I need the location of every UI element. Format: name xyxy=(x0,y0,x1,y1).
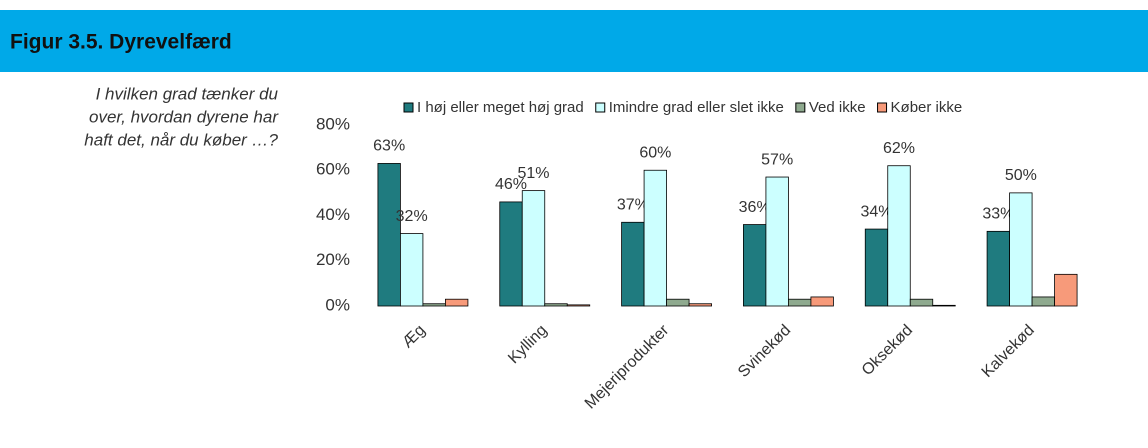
y-tick-label: 20% xyxy=(316,250,350,269)
bar xyxy=(932,304,956,307)
data-label: 60% xyxy=(639,144,671,161)
y-tick-label: 80% xyxy=(316,114,350,133)
legend-label: Køber ikke xyxy=(891,99,963,116)
data-label: 34% xyxy=(860,203,892,220)
bar xyxy=(864,228,889,307)
bar xyxy=(377,163,401,307)
bar xyxy=(1054,273,1078,307)
data-label: 46% xyxy=(495,176,527,193)
bar xyxy=(499,201,523,307)
legend-label: Imindre grad eller slet ikke xyxy=(609,99,784,116)
question-line: I hvilken grad tænker du xyxy=(96,84,279,103)
data-label: 62% xyxy=(883,140,915,157)
bar xyxy=(765,176,789,307)
question-line: over, hvordan dyrene har xyxy=(89,107,279,126)
bar xyxy=(743,224,767,307)
bar xyxy=(422,303,446,307)
legend-swatch xyxy=(403,102,414,113)
x-tick-label: Kylling xyxy=(505,322,550,367)
y-tick-label: 40% xyxy=(316,205,350,224)
data-label: 36% xyxy=(739,199,771,216)
question-line: haft det, når du køber …? xyxy=(84,130,278,149)
x-tick-label: Mejeriprodukter xyxy=(582,321,673,412)
bar xyxy=(788,298,812,307)
bar xyxy=(621,221,645,307)
bar xyxy=(1009,192,1033,307)
bar xyxy=(810,296,834,307)
data-label: 50% xyxy=(1005,167,1037,184)
data-label: 57% xyxy=(761,151,793,168)
bar xyxy=(909,298,934,307)
bar xyxy=(887,165,911,307)
bar xyxy=(986,230,1010,307)
x-tick-label: Svinekød xyxy=(735,322,794,381)
bar xyxy=(688,303,712,307)
data-label: 37% xyxy=(617,197,649,214)
bar xyxy=(400,233,424,307)
bar xyxy=(521,190,546,307)
header-band xyxy=(0,10,1148,72)
legend-swatch xyxy=(595,102,606,113)
data-label: 33% xyxy=(982,206,1014,223)
x-tick-label: Oksekød xyxy=(859,322,916,379)
x-tick-label: Æg xyxy=(399,322,429,352)
legend-swatch xyxy=(795,102,806,113)
legend-label: I høj eller meget høj grad xyxy=(417,99,584,116)
x-tick-label: Kalvekød xyxy=(979,322,1038,381)
data-label: 51% xyxy=(517,165,549,182)
legend-swatch xyxy=(877,102,888,113)
bar xyxy=(566,304,591,307)
bar xyxy=(445,298,469,307)
bar xyxy=(1031,296,1055,307)
bar xyxy=(643,169,667,307)
y-tick-label: 0% xyxy=(325,295,350,314)
header-title: Figur 3.5. Dyrevelfærd xyxy=(10,31,232,54)
y-tick-label: 60% xyxy=(316,160,350,179)
bar xyxy=(666,298,690,307)
data-label: 32% xyxy=(396,208,428,225)
bar xyxy=(544,303,568,307)
legend-label: Ved ikke xyxy=(809,99,866,116)
data-label: 63% xyxy=(373,138,405,155)
